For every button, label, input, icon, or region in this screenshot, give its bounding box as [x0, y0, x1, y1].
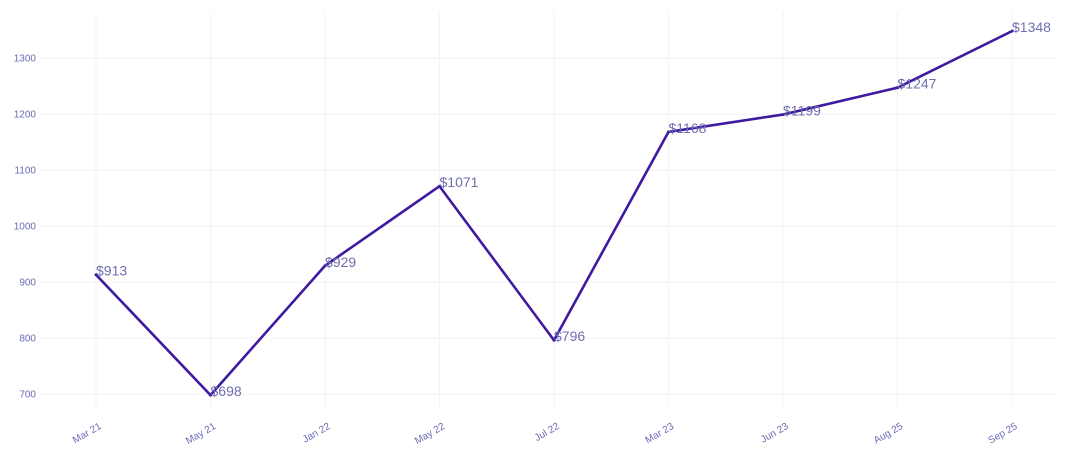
y-tick-label: 1100 — [14, 166, 36, 177]
data-label: $1071 — [440, 174, 479, 190]
data-label: $796 — [554, 328, 585, 344]
data-label-layer: $913 $698 $929 $1071 $796 $1168 $1199 $1247 $134… — [96, 19, 1051, 399]
y-tick-label: 700 — [19, 390, 36, 401]
data-point — [323, 264, 327, 268]
y-axis: 700 800 900 1000 1100 1200 1300 — [14, 54, 37, 401]
x-tick-label: Sep 25 — [987, 421, 1020, 447]
data-label: $1199 — [783, 103, 821, 119]
data-point — [94, 273, 98, 277]
y-tick-label: 1300 — [14, 54, 37, 65]
y-tick-label: 1000 — [14, 222, 37, 233]
x-tick-label: Mar 23 — [644, 421, 677, 446]
data-point — [896, 86, 899, 90]
x-tick-label: Jan 22 — [301, 421, 333, 446]
x-tick-label: Mar 21 — [71, 421, 104, 446]
x-tick-label: Aug 25 — [872, 421, 905, 447]
y-tick-label: 900 — [19, 278, 36, 289]
data-label: $1348 — [1012, 19, 1051, 35]
data-point — [552, 338, 556, 342]
data-point — [1010, 29, 1014, 33]
data-point — [438, 184, 441, 188]
data-point — [209, 393, 212, 397]
x-tick-label: Jul 22 — [533, 421, 562, 444]
data-label: $698 — [211, 383, 242, 399]
data-point — [781, 113, 785, 117]
y-tick-label: 800 — [19, 334, 36, 345]
data-label: $1168 — [669, 120, 707, 136]
data-label: $913 — [96, 263, 127, 279]
data-label: $1247 — [898, 76, 937, 92]
data-label: $929 — [325, 254, 356, 270]
x-tick-label: May 22 — [413, 421, 447, 447]
x-tick-label: Jun 23 — [759, 421, 791, 446]
y-tick-label: 1200 — [14, 110, 37, 121]
grid-layer — [40, 12, 1055, 407]
x-tick-label: May 21 — [184, 421, 218, 447]
series-layer — [94, 29, 1014, 397]
x-axis: Mar 21 May 21 Jan 22 May 22 Jul 22 Mar 23 Jun … — [71, 421, 1020, 447]
data-point — [667, 130, 670, 134]
